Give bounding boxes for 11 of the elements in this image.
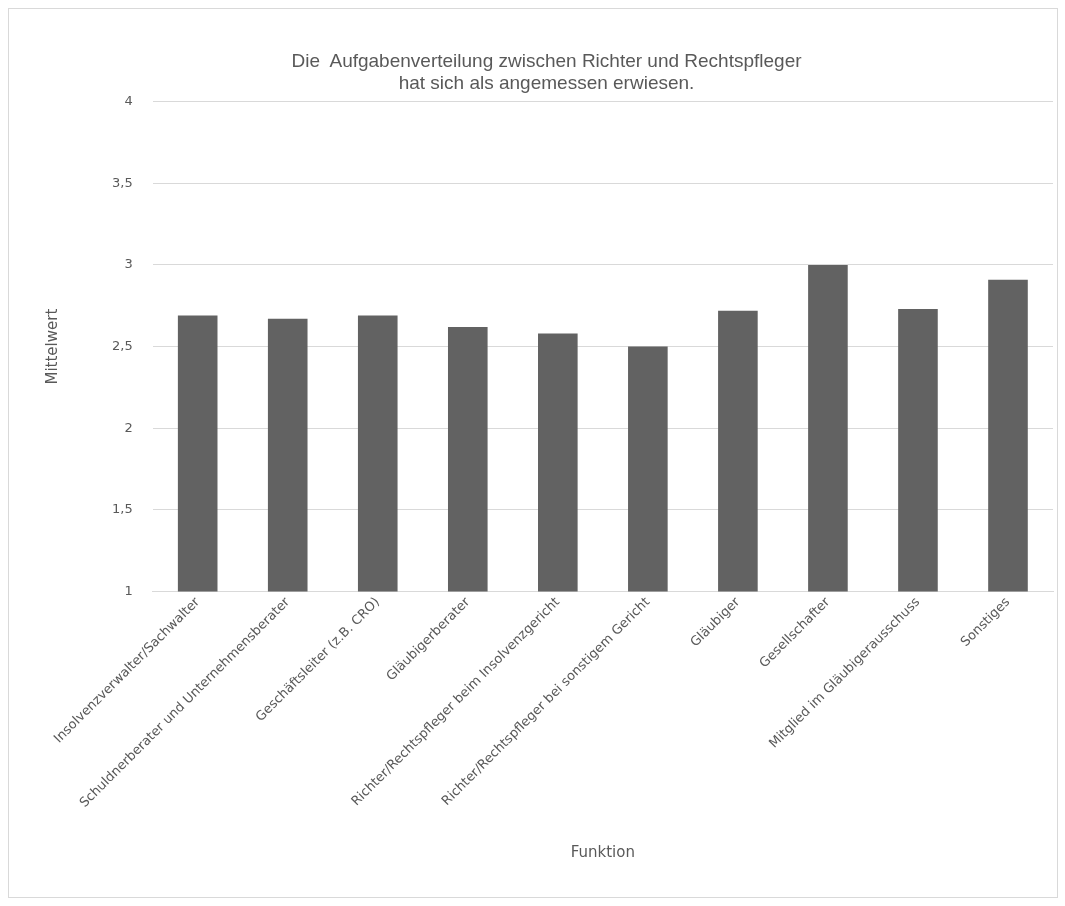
y-tick-label: 3,5 [111, 174, 133, 190]
x-axis-title: Funktion [570, 842, 635, 861]
y-tick-label: 4 [124, 92, 133, 108]
y-tick-label: 3 [124, 256, 133, 272]
y-axis-title: Mittelwert [42, 308, 61, 385]
y-tick-label: 2 [124, 419, 133, 435]
text: hat sich als angemessen erwiesen. [398, 72, 695, 94]
y-tick-label: 1,5 [111, 501, 133, 517]
y-tick-label: 2,5 [111, 337, 133, 353]
text: Die Aufgabenverteilung zwischen Richter und Rechtspfleger [291, 49, 802, 71]
y-tick-label: 1 [124, 582, 133, 598]
